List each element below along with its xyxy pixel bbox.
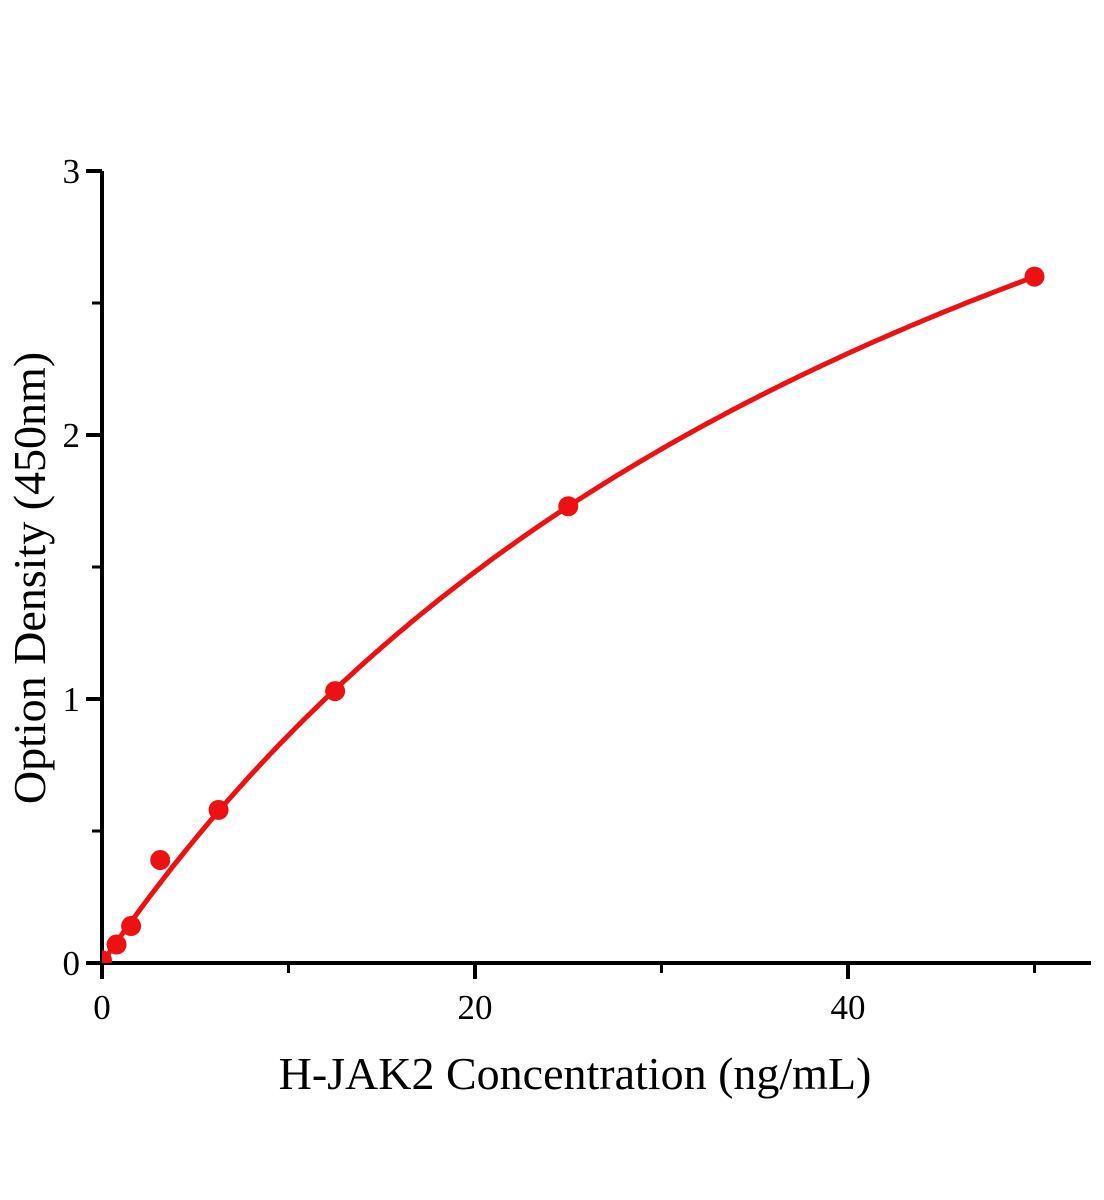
fit-curve-group <box>102 274 1037 963</box>
data-points-group <box>102 266 1045 963</box>
y-tick-label: 3 <box>63 152 81 191</box>
y-axis-title: Option Density (450nm) <box>4 352 55 804</box>
y-tick-label: 1 <box>63 680 81 719</box>
x-tick-label: 0 <box>93 988 111 1027</box>
data-point <box>150 850 171 871</box>
data-point <box>325 681 346 702</box>
data-point <box>1024 266 1045 287</box>
data-point <box>102 950 112 963</box>
data-point <box>106 934 127 955</box>
fit-curve-line <box>102 274 1037 963</box>
x-tick-label: 20 <box>458 988 493 1027</box>
tick-labels: 0 20 40 0 1 2 3 <box>63 152 866 1027</box>
data-point <box>558 496 579 517</box>
x-tick-label: 40 <box>831 988 866 1027</box>
axes <box>86 169 1091 979</box>
y-tick-label: 2 <box>63 416 81 455</box>
x-axis-title: H-JAK2 Concentration (ng/mL) <box>279 1048 872 1099</box>
y-tick-label: 0 <box>63 944 81 983</box>
data-point <box>208 799 229 820</box>
data-point <box>121 916 142 937</box>
